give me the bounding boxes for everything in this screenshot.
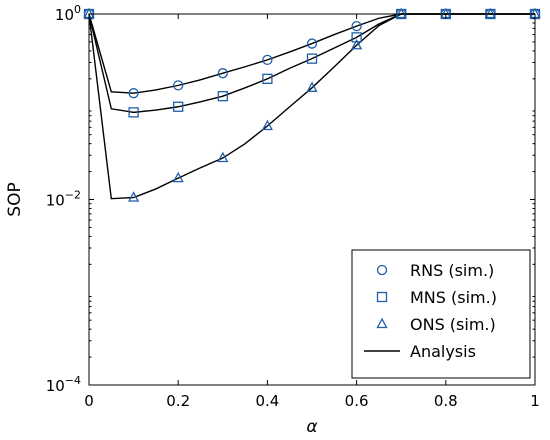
ons-sim-point [128, 191, 140, 202]
ons-sim-point [261, 119, 273, 131]
y-axis-label: SOP [5, 182, 25, 216]
mns-sim-point [351, 32, 362, 43]
legend-label-analysis: Analysis [410, 342, 476, 361]
rns-sim-point [351, 20, 362, 32]
mns-sim-point [217, 91, 228, 102]
mns-sim-point [306, 53, 318, 64]
rns-sim-point [173, 80, 184, 91]
ons-sim-point [306, 81, 318, 92]
rns-sim-point [306, 38, 318, 49]
ons-sim-point [395, 7, 407, 19]
mns-sim-point [262, 73, 273, 84]
ons-sim-point [484, 7, 496, 19]
x-tick-label: 0.6 [345, 392, 369, 410]
simulation-markers [83, 7, 541, 202]
ons-sim-point [172, 171, 184, 183]
rns-sim-point [217, 68, 228, 79]
ons-sim-point [351, 38, 363, 50]
mns-sim-point [128, 107, 139, 118]
legend-label-rns: RNS (sim.) [410, 261, 494, 280]
x-tick-label: 0.8 [434, 392, 458, 410]
ons-sim-point [217, 151, 229, 163]
legend-label-mns: MNS (sim.) [410, 288, 497, 307]
legend-ons-marker [376, 317, 388, 329]
x-axis-label: α [306, 417, 317, 437]
y-tick-label: 100 [55, 3, 81, 24]
legend-rns-marker [376, 264, 388, 276]
legend-box [351, 249, 531, 379]
x-tick-label: 1 [530, 392, 540, 410]
rns-sim-point [262, 54, 273, 66]
mns-sim-point [173, 101, 184, 112]
analysis-curve [88, 13, 535, 200]
x-tick-label: 0.2 [166, 392, 190, 410]
y-tick-label: 10−4 [46, 374, 81, 395]
rns-sim-point [128, 88, 139, 99]
y-tick-label: 10−2 [46, 189, 81, 210]
axis-ticks: 0 0.2 0.4 0.6 0.8 1 100 10−2 10−4 [46, 3, 540, 410]
legend: RNS (sim.) MNS (sim.) ONS (sim.) Analysis [351, 249, 531, 379]
analysis-curves [88, 13, 535, 200]
legend-label-ons: ONS (sim.) [410, 315, 496, 334]
x-tick-label: 0.4 [255, 392, 279, 410]
x-tick-label: 0 [84, 392, 94, 410]
legend-mns-marker [376, 291, 388, 303]
